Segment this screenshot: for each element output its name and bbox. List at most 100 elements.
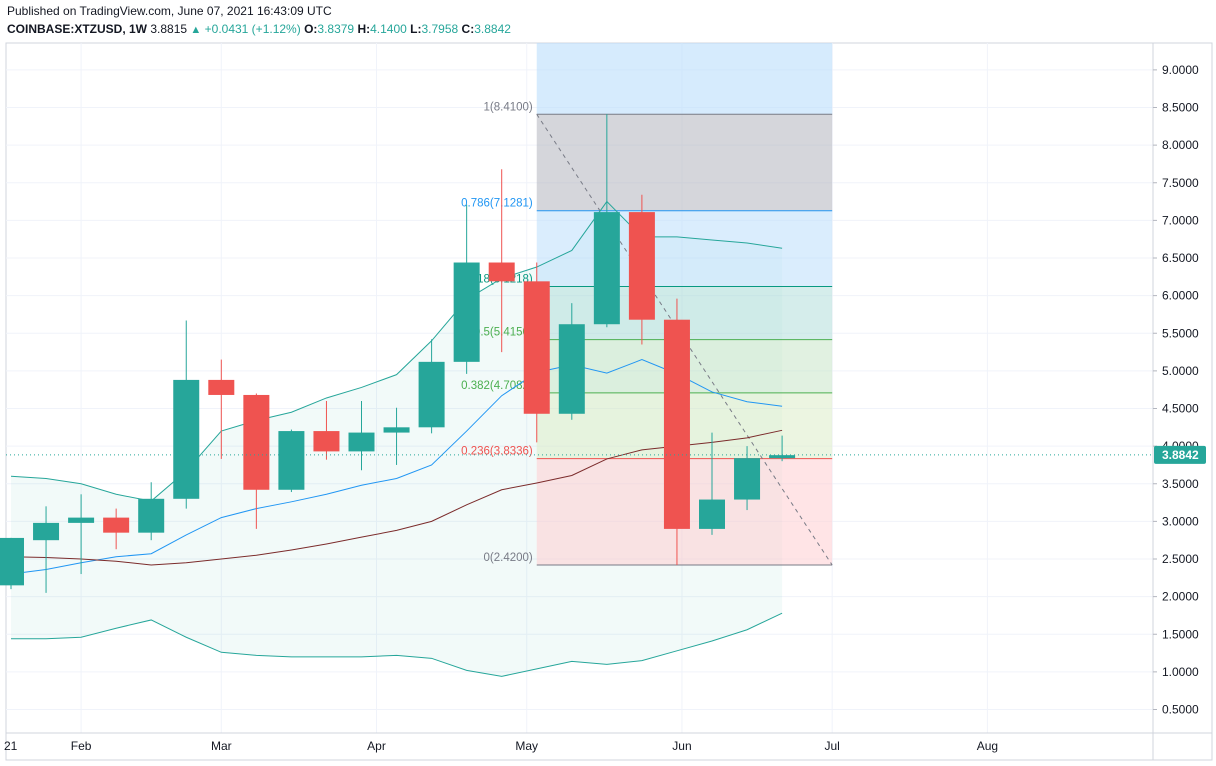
candle-body bbox=[628, 212, 655, 320]
time-axis: 21 Feb Mar Apr May Jun Jul Aug bbox=[4, 739, 998, 753]
open-label: O: bbox=[304, 22, 318, 36]
low-label: L: bbox=[410, 22, 422, 36]
candle-body bbox=[68, 517, 95, 523]
fib-zone bbox=[536, 210, 833, 287]
candle-body bbox=[418, 361, 445, 428]
time-tick-label: Feb bbox=[71, 739, 92, 753]
candle-body bbox=[769, 455, 796, 459]
candle bbox=[663, 298, 690, 566]
fib-level-label: 0.236(3.8336) bbox=[461, 446, 533, 458]
candle-body bbox=[663, 319, 690, 529]
price-tick-label: 9.0000 bbox=[1162, 63, 1199, 77]
candle-body bbox=[488, 262, 515, 282]
candle-body bbox=[558, 324, 585, 414]
candle-body bbox=[734, 458, 761, 500]
candle bbox=[0, 537, 24, 590]
up-arrow-icon: ▲ bbox=[190, 24, 202, 36]
price-tick-label: 2.0000 bbox=[1162, 590, 1199, 604]
last-price-tag-bg bbox=[1154, 445, 1206, 464]
fib-level-label: 1(8.4100) bbox=[484, 101, 533, 113]
price-tick-label: 5.5000 bbox=[1162, 326, 1199, 340]
price-tick-label: 7.5000 bbox=[1162, 176, 1199, 190]
price-tick-label: 1.5000 bbox=[1162, 627, 1199, 641]
candle bbox=[734, 446, 761, 511]
price-tick-label: 3.0000 bbox=[1162, 514, 1199, 528]
candle bbox=[453, 204, 480, 374]
candle-body bbox=[348, 432, 375, 452]
last-price-tag-label: 3.8842 bbox=[1162, 448, 1199, 462]
time-tick-label: May bbox=[515, 739, 538, 753]
close-value: 3.8842 bbox=[474, 22, 511, 36]
symbol-label[interactable]: COINBASE:XTZUSD, 1W bbox=[7, 22, 148, 36]
time-tick-label: Mar bbox=[211, 739, 232, 753]
candle-body bbox=[0, 537, 24, 586]
fib-retracement: 1(8.4100)0.786(7.1281)0.618(6.1218)0.5(5… bbox=[461, 43, 833, 566]
candle-body bbox=[313, 431, 340, 452]
candle-body bbox=[103, 517, 130, 533]
price-tick-label: 6.5000 bbox=[1162, 251, 1199, 265]
candle bbox=[68, 494, 95, 575]
time-tick-label: Aug bbox=[977, 739, 998, 753]
price-tick-label: 4.5000 bbox=[1162, 402, 1199, 416]
published-caption: Published on TradingView.com, June 07, 2… bbox=[7, 4, 332, 18]
candle bbox=[33, 506, 60, 593]
ma-long-line bbox=[10, 429, 783, 566]
candles bbox=[0, 114, 796, 593]
candle bbox=[208, 359, 235, 459]
ohlc-legend: COINBASE:XTZUSD, 1W 3.8815 ▲ +0.0431 (+1… bbox=[7, 22, 511, 36]
candle bbox=[138, 482, 165, 541]
fib-zone-top bbox=[536, 43, 833, 115]
candle bbox=[558, 303, 585, 420]
candle-body bbox=[278, 431, 305, 490]
price-tick-label: 3.5000 bbox=[1162, 477, 1199, 491]
time-tick-label: Apr bbox=[367, 739, 386, 753]
fib-level-label: 0.382(4.7082) bbox=[461, 380, 533, 392]
open-value: 3.8379 bbox=[317, 22, 355, 36]
candle bbox=[418, 339, 445, 434]
candle bbox=[593, 114, 620, 328]
change-value: +0.0431 (+1.12%) bbox=[204, 22, 301, 36]
candle bbox=[699, 432, 725, 535]
candle bbox=[243, 393, 270, 529]
candle bbox=[383, 407, 410, 465]
time-tick-label: Jun bbox=[672, 739, 691, 753]
candle-body bbox=[173, 379, 200, 499]
candle-body bbox=[699, 499, 725, 529]
last-value: 3.8815 bbox=[150, 22, 188, 36]
low-value: 3.7958 bbox=[421, 22, 459, 36]
price-tick-label: 0.5000 bbox=[1162, 703, 1199, 717]
candle-body bbox=[453, 262, 480, 362]
candle bbox=[103, 508, 130, 550]
candle bbox=[523, 262, 550, 443]
ma-short-line bbox=[10, 359, 783, 575]
price-tick-label: 6.0000 bbox=[1162, 289, 1199, 303]
fib-trend-line bbox=[536, 113, 833, 566]
price-tick-label: 2.5000 bbox=[1162, 552, 1199, 566]
time-tick-label: 21 bbox=[4, 739, 18, 753]
candle-body bbox=[383, 427, 410, 433]
fib-level-label: 0.786(7.1281) bbox=[461, 198, 533, 210]
candle-body bbox=[593, 212, 620, 325]
candle bbox=[173, 320, 200, 509]
high-label: H: bbox=[357, 22, 371, 36]
candle bbox=[628, 194, 655, 345]
band-lower-line bbox=[11, 612, 783, 677]
candle bbox=[488, 169, 515, 353]
high-value: 4.1400 bbox=[370, 22, 407, 36]
candle bbox=[278, 429, 305, 493]
time-tick-label: Jul bbox=[824, 739, 839, 753]
candle bbox=[313, 400, 340, 460]
price-tick-label: 1.0000 bbox=[1162, 665, 1199, 679]
candle-body bbox=[523, 281, 550, 414]
candle-body bbox=[208, 379, 235, 395]
close-label: C: bbox=[461, 22, 475, 36]
fib-zone bbox=[536, 114, 833, 211]
candle-body bbox=[138, 498, 165, 533]
candle-body bbox=[33, 522, 60, 541]
candle bbox=[769, 435, 796, 462]
price-axis: 0.5000 1.0000 1.5000 2.0000 2.5000 3.0000 3.50… bbox=[1153, 63, 1199, 717]
price-tick-label: 8.5000 bbox=[1162, 101, 1199, 115]
price-tick-label: 5.0000 bbox=[1162, 364, 1199, 378]
fib-level-label: 0.5(5.4150) bbox=[474, 327, 533, 339]
